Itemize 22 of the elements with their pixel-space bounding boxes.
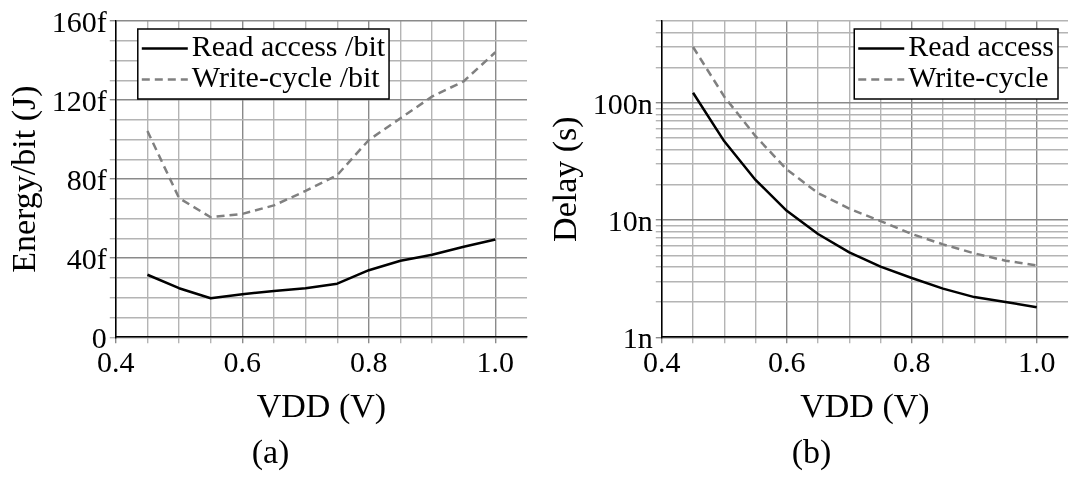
- y-tick-label: 160f: [51, 4, 107, 38]
- legend-label: Read access /bit: [191, 29, 386, 63]
- y-tick-label: 100n: [592, 86, 653, 120]
- legend-label: Read access: [908, 29, 1055, 63]
- x-axis-title: VDD (V): [800, 386, 930, 425]
- text: (a): [250, 432, 291, 472]
- x-tick-label: 0.8: [893, 345, 931, 379]
- x-tick-label: 1.0: [476, 345, 515, 379]
- y-axis-title: Delay (s): [546, 116, 585, 242]
- y-tick-label: 40f: [66, 242, 107, 276]
- x-tick-label: 1.0: [1018, 345, 1056, 379]
- y-tick-label: 10n: [607, 203, 653, 237]
- x-tick-label: 0.6: [768, 345, 806, 379]
- legend-label: Write-cycle /bit: [191, 60, 381, 94]
- y-tick-label: 80f: [66, 162, 107, 196]
- y-tick-label: 120f: [51, 83, 107, 117]
- text: (b): [790, 432, 833, 472]
- x-tick-label: 0.8: [350, 345, 388, 379]
- x-tick-label: 0.6: [223, 345, 262, 379]
- y-axis-title: Energy/bit (J): [5, 85, 44, 273]
- legend-label: Write-cycle: [908, 60, 1049, 94]
- x-axis-title: VDD (V): [256, 386, 387, 425]
